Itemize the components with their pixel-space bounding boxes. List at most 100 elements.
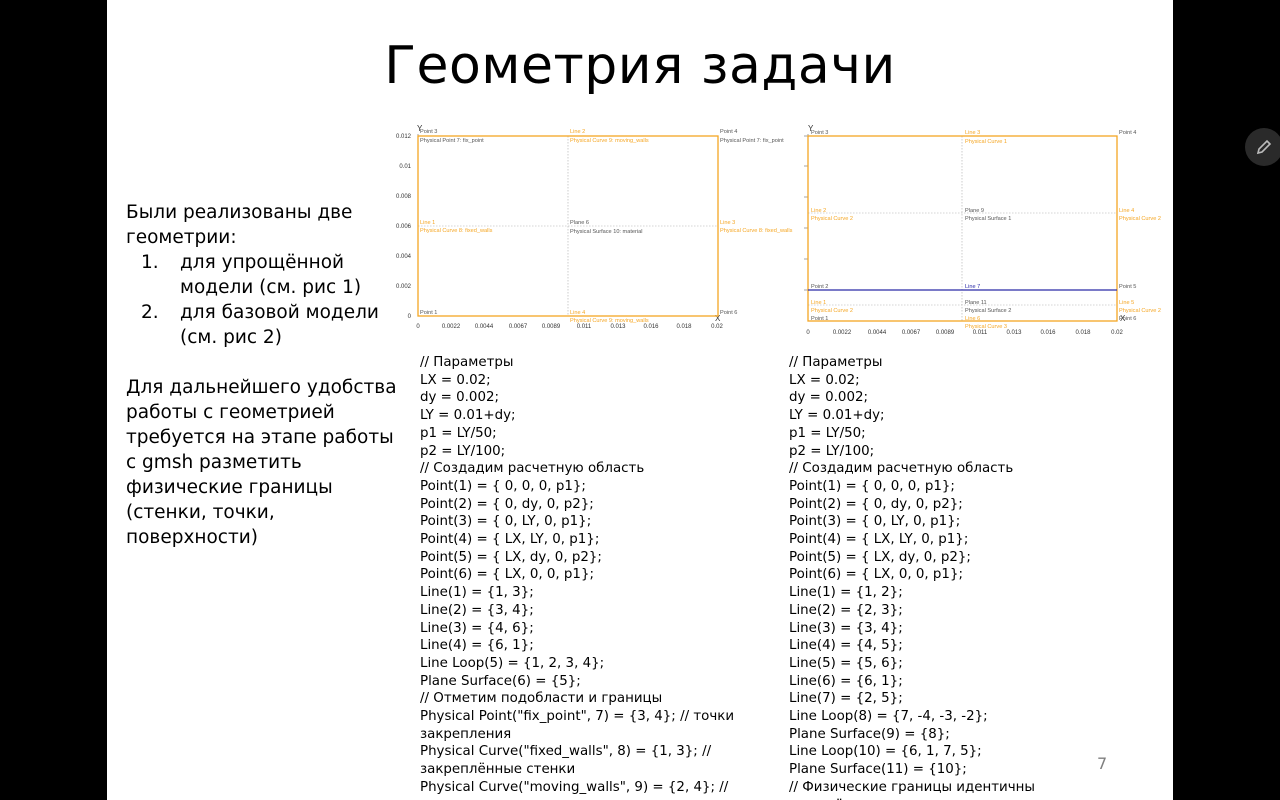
code-line: Line(1) = {1, 2}; bbox=[789, 585, 903, 601]
code-line: Line(3) = {4, 6}; bbox=[420, 620, 534, 636]
fig2-label-line4: Line 4 bbox=[1119, 208, 1134, 214]
fig2-label-point6: Point 6 bbox=[1119, 316, 1136, 322]
fig2-label-line2: Line 2 bbox=[811, 208, 826, 214]
code-line: Point(1) = { 0, 0, 0, p1}; bbox=[789, 478, 955, 494]
fig1-ytick: 0.012 bbox=[396, 134, 412, 140]
code-line: Physical Curve("moving_walls", 9) = {2, … bbox=[420, 779, 729, 800]
fig1-xtick: 0.02 bbox=[711, 324, 723, 330]
fig1-label-point6: Point 6 bbox=[720, 310, 737, 316]
list-text: для упрощённой модели (см. рис 1) bbox=[180, 252, 362, 298]
fig2-xtick: 0.016 bbox=[1040, 330, 1056, 336]
pencil-icon bbox=[1256, 139, 1272, 155]
code-line: Point(5) = { LX, dy, 0, p2}; bbox=[789, 549, 971, 565]
code-line: // Физические границы идентичны упрощённ… bbox=[789, 779, 1035, 800]
fig1-label-point3: Point 3 bbox=[420, 129, 437, 135]
code-simplified: // Параметры LX = 0.02; dy = 0.002; LY = 0.… bbox=[420, 354, 775, 800]
fig1-label-point3-phys: Physical Point 7: fix_point bbox=[420, 138, 484, 144]
figure-simplified-geometry: Y X 0 0.002 0.004 0.006 0.008 0.01 0.012… bbox=[396, 124, 793, 330]
code-line: Line Loop(8) = {7, -4, -3, -2}; bbox=[789, 709, 988, 725]
fig2-label-line3-phys: Physical Curve 1 bbox=[965, 139, 1007, 145]
fig2-label-line3: Line 3 bbox=[965, 130, 980, 136]
fig1-xtick: 0.011 bbox=[577, 324, 592, 330]
fig1-xtick: 0.0089 bbox=[542, 324, 561, 330]
code-line: Point(5) = { LX, dy, 0, p2}; bbox=[420, 549, 602, 565]
code-line: dy = 0.002; bbox=[789, 390, 869, 406]
fig2-xtick: 0.018 bbox=[1075, 330, 1091, 336]
fig1-xtick: 0 bbox=[416, 324, 420, 330]
code-line: Point(4) = { LX, LY, 0, p1}; bbox=[420, 532, 600, 548]
fig2-label-line7: Line 7 bbox=[965, 284, 980, 290]
code-line: Physical Curve("fixed_walls", 8) = {1, 3… bbox=[420, 744, 716, 778]
fig2-label-line5-phys: Physical Curve 2 bbox=[1119, 308, 1161, 314]
code-line: // Параметры bbox=[420, 355, 514, 370]
code-line: Plane Surface(9) = {8}; bbox=[789, 726, 950, 742]
code-line: p1 = LY/50; bbox=[420, 425, 497, 441]
fig2-label-line6: Line 6 bbox=[965, 316, 980, 322]
page-number: 7 bbox=[1097, 754, 1108, 773]
fig1-label-line4-phys: Physical Curve 9: moving_walls bbox=[570, 318, 649, 324]
list-number: 2. bbox=[141, 302, 159, 323]
fig2-xtick: 0.013 bbox=[1006, 330, 1022, 336]
slide: Геометрия задачи Y X 0 0.002 0.004 0.006… bbox=[107, 0, 1173, 800]
left-text-block: Были реализованы две геометрии: 1. для уп… bbox=[126, 200, 401, 550]
code-line: Point(6) = { LX, 0, 0, p1}; bbox=[789, 567, 963, 583]
fig1-xtick: 0.0022 bbox=[442, 324, 461, 330]
fig2-xtick: 0.02 bbox=[1111, 330, 1123, 336]
fig2-label-line1-phys: Physical Curve 2 bbox=[811, 308, 853, 314]
fig2-xtick: 0.0089 bbox=[936, 330, 955, 336]
fig1-ytick: 0.008 bbox=[396, 194, 412, 200]
fig1-xtick: 0.013 bbox=[610, 324, 626, 330]
slide-title: Геометрия задачи bbox=[384, 36, 896, 96]
code-line: p1 = LY/50; bbox=[789, 425, 866, 441]
edit-button[interactable] bbox=[1245, 128, 1280, 166]
code-line: Line(3) = {3, 4}; bbox=[789, 620, 903, 636]
code-line: Point(3) = { 0, LY, 0, p1}; bbox=[789, 514, 961, 530]
fig2-label-line5: Line 5 bbox=[1119, 300, 1134, 306]
code-line: p2 = LY/100; bbox=[789, 443, 875, 459]
code-line: LX = 0.02; bbox=[789, 372, 860, 388]
code-line: Line(7) = {2, 5}; bbox=[789, 691, 903, 707]
fig1-ytick: 0.002 bbox=[396, 284, 412, 290]
code-line: LY = 0.01+dy; bbox=[420, 408, 516, 424]
fig1-label-line3-phys: Physical Curve 8: fixed_walls bbox=[720, 228, 793, 234]
code-line: dy = 0.002; bbox=[420, 390, 500, 406]
list-item: 2. для базовой модели (см. рис 2) bbox=[126, 300, 401, 350]
fig2-xtick: 0.0044 bbox=[868, 330, 887, 336]
fig1-label-line2: Line 2 bbox=[570, 129, 585, 135]
fig1-ytick: 0.01 bbox=[399, 164, 411, 170]
code-line: Physical Point("fix_point", 7) = {3, 4};… bbox=[420, 709, 739, 742]
code-line: Point(6) = { LX, 0, 0, p1}; bbox=[420, 567, 594, 583]
code-line: LX = 0.02; bbox=[420, 372, 491, 388]
fig2-label-line1: Line 1 bbox=[811, 300, 826, 306]
code-line: Line(2) = {2, 3}; bbox=[789, 602, 903, 618]
code-line: Point(3) = { 0, LY, 0, p1}; bbox=[420, 514, 592, 530]
fig2-xtick: 0 bbox=[806, 330, 810, 336]
code-line: Plane Surface(11) = {10}; bbox=[789, 762, 967, 778]
code-line: Line Loop(10) = {6, 1, 7, 5}; bbox=[789, 744, 982, 760]
fig1-y-axis-label: Y bbox=[417, 124, 423, 133]
fig1-ytick: 0.004 bbox=[396, 254, 412, 260]
list-text: для базовой модели (см. рис 2) bbox=[180, 302, 379, 348]
fig2-xtick: 0.0067 bbox=[902, 330, 921, 336]
code-line: // Отметим подобласти и границы bbox=[420, 691, 663, 707]
fig1-xtick: 0.018 bbox=[676, 324, 692, 330]
geometry-list: 1. для упрощённой модели (см. рис 1) 2. дл… bbox=[126, 250, 401, 350]
fig1-label-point4: Point 4 bbox=[720, 129, 737, 135]
fig1-label-line2-phys: Physical Curve 9: moving_walls bbox=[570, 138, 649, 144]
fig1-xtick: 0.016 bbox=[643, 324, 659, 330]
code-line: // Создадим расчетную область bbox=[789, 461, 1014, 477]
fig2-label-plane9: Plane 9 bbox=[965, 208, 984, 214]
code-line: Line(4) = {6, 1}; bbox=[420, 638, 534, 654]
fig1-label-surface10: Physical Surface 10: material bbox=[570, 229, 642, 235]
fig2-xtick: 0.011 bbox=[973, 330, 988, 336]
fig1-label-point1: Point 1 bbox=[420, 310, 437, 316]
code-line: Line(4) = {4, 5}; bbox=[789, 638, 903, 654]
fig1-xtick: 0.0067 bbox=[509, 324, 528, 330]
fig2-x-axis-label: X bbox=[1120, 314, 1126, 323]
code-line: Line(5) = {5, 6}; bbox=[789, 655, 903, 671]
code-line: // Параметры bbox=[789, 355, 883, 370]
fig1-label-line1: Line 1 bbox=[420, 220, 435, 226]
code-line: Line(1) = {1, 3}; bbox=[420, 585, 534, 601]
code-line: Point(4) = { LX, LY, 0, p1}; bbox=[789, 532, 969, 548]
list-item: 1. для упрощённой модели (см. рис 1) bbox=[126, 250, 401, 300]
